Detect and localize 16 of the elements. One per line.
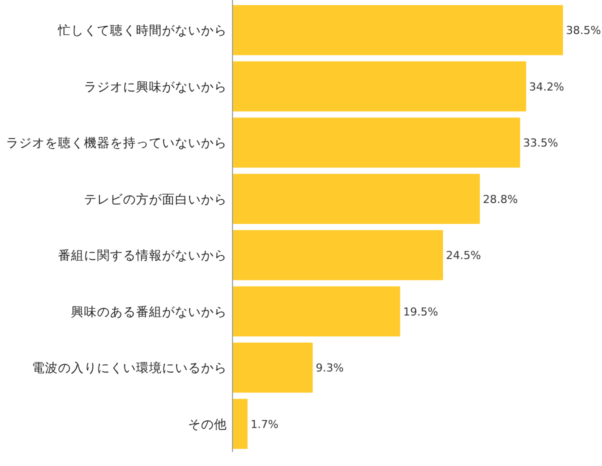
- data-label: 38.5%: [566, 24, 601, 38]
- y-tick-label: 電波の入りにくい環境にいるから: [32, 360, 227, 376]
- y-tick-label: ラジオを聴く機器を持っていないから: [6, 135, 227, 150]
- y-tick-label: ラジオに興味がないから: [84, 78, 227, 94]
- data-label: 34.2%: [529, 80, 564, 94]
- data-label: 24.5%: [446, 249, 481, 262]
- data-label: 1.7%: [250, 418, 279, 431]
- y-tick-label: その他: [188, 416, 227, 432]
- y-tick-label: 興味のある番組がないから: [71, 304, 227, 319]
- y-tick-label: 忙しくて聴く時間がないから: [57, 22, 227, 38]
- y-tick-label: テレビの方が面白いから: [84, 191, 227, 206]
- data-label: 33.5%: [523, 136, 558, 150]
- y-tick-label: 番組に関する情報がないから: [58, 248, 227, 263]
- data-label: 19.5%: [403, 305, 438, 318]
- data-label: 28.8%: [482, 192, 518, 206]
- data-label: 9.3%: [316, 362, 344, 375]
